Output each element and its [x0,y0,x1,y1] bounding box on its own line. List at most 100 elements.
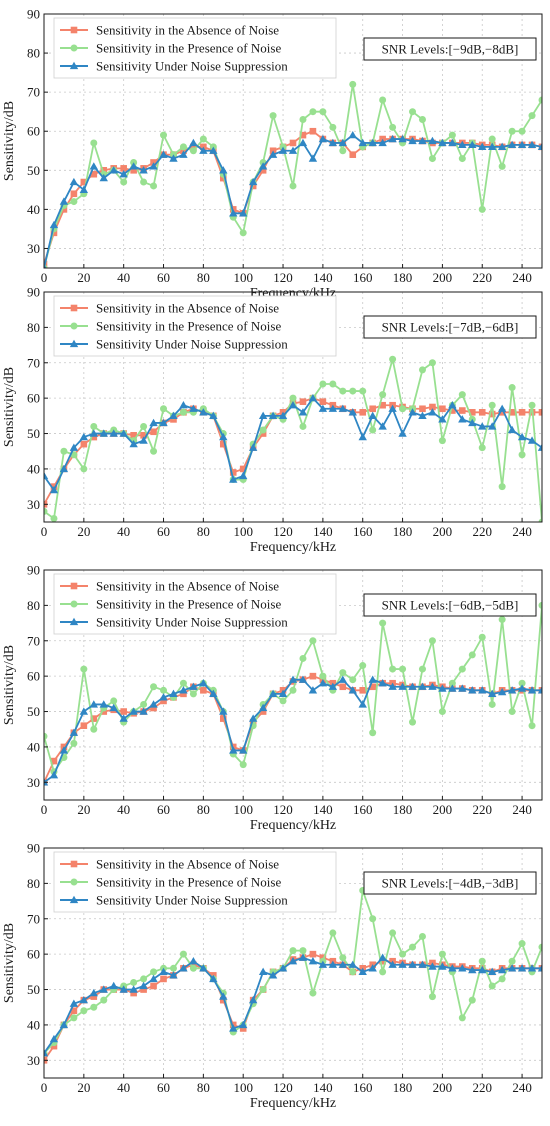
x-tick-label: 180 [393,270,413,285]
legend-label: Sensitivity Under Noise Suppression [96,337,288,352]
data-point [349,676,357,684]
data-point [90,1003,98,1011]
data-point [199,679,208,687]
data-point [44,507,48,515]
data-point [90,422,98,430]
x-tick-label: 120 [273,524,293,539]
legend-item-3: Sensitivity Under Noise Suppression [60,337,288,352]
plot-area [44,355,542,522]
data-point [50,229,58,237]
data-point [399,950,407,958]
data-point [458,391,466,399]
data-point [478,205,486,213]
data-point [418,960,427,968]
data-point [329,929,337,937]
data-point [488,967,497,975]
y-tick-label: 60 [27,391,40,406]
data-point [448,679,456,687]
data-point [278,411,288,419]
y-tick-label: 70 [27,911,40,926]
y-tick-label: 50 [27,163,40,178]
data-point [150,683,158,691]
data-point [100,167,108,174]
x-tick-label: 0 [41,802,48,817]
data-point [289,394,297,402]
legend-item-1: Sensitivity in the Absence of Noise [60,23,279,38]
data-point [139,166,148,174]
data-point [229,475,238,483]
data-point [428,359,436,367]
data-point [298,138,308,147]
series-1 [44,950,542,1064]
data-point [518,940,526,948]
data-point [498,975,506,983]
data-point [339,387,347,395]
data-point [358,967,367,975]
data-point [129,985,138,993]
data-point [299,398,307,405]
data-point [518,451,526,459]
data-point [229,746,238,754]
data-point [298,953,308,961]
data-point [109,166,118,174]
data-point [169,689,178,697]
data-point [239,761,247,769]
data-point [249,718,257,726]
data-point [49,220,59,229]
data-point [298,675,308,683]
data-point [478,409,486,416]
data-point [239,746,248,754]
series-line-3 [44,134,542,268]
data-point [438,950,446,958]
y-tick-label: 90 [27,285,40,300]
data-point [150,704,157,712]
data-point [379,401,386,409]
data-point [44,263,47,268]
data-point [438,138,447,147]
data-point [368,411,377,419]
data-point [507,425,517,434]
data-point [160,686,168,694]
x-tick-label: 20 [77,524,90,539]
data-point [299,654,307,662]
data-point [49,771,59,779]
data-point [428,637,436,645]
data-point [438,962,447,970]
data-point [150,447,158,455]
data-point [418,136,427,145]
series-line-2 [44,358,542,522]
data-point [140,178,148,186]
x-tick-label: 200 [433,270,453,285]
data-point [419,405,426,413]
data-point [389,355,397,363]
data-point [388,682,397,690]
data-point [508,127,516,135]
data-point [209,689,218,697]
data-point [338,404,347,412]
data-point [497,142,507,151]
data-point [140,432,147,439]
data-point [369,729,377,737]
data-point [190,143,197,151]
x-tick-label: 200 [433,524,453,539]
data-point [309,127,317,135]
data-point [109,429,118,437]
data-point [459,407,466,414]
data-point [428,136,437,145]
data-point [538,601,542,609]
legend-label: Sensitivity in the Presence of Noise [96,41,281,56]
data-point [149,974,158,983]
data-point [90,725,98,733]
x-tick-label: 0 [41,524,48,539]
data-point [369,405,376,413]
data-point [508,409,516,416]
axes-frame [43,847,543,1079]
data-point [379,619,387,627]
x-tick-label: 240 [512,270,532,285]
chart-panel-2: 0 20 40 60 80 100 120 140 160 180 200 220 240 30 40 50 6… [2,285,543,555]
data-point [259,708,267,715]
data-point [368,964,377,972]
y-axis-title: Sensitivity/dB [2,645,17,725]
y-tick-label: 90 [27,563,40,578]
data-point [418,932,426,940]
